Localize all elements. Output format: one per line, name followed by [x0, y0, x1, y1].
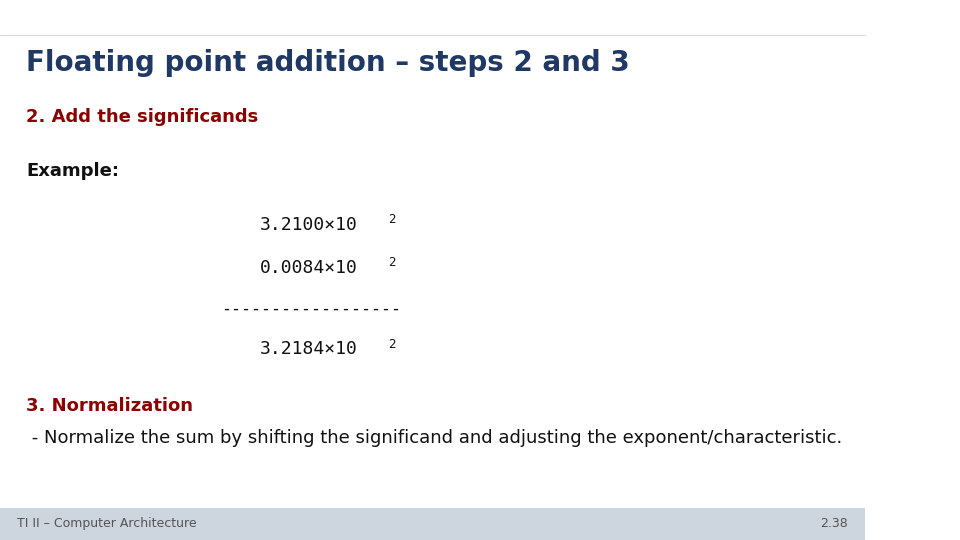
Text: 2: 2 — [388, 338, 396, 350]
Text: 0.0084×10: 0.0084×10 — [259, 259, 357, 277]
Text: TI II – Computer Architecture: TI II – Computer Architecture — [17, 517, 197, 530]
Text: 2: 2 — [388, 213, 396, 226]
Text: 3.2184×10: 3.2184×10 — [259, 340, 357, 358]
Text: 3.2100×10: 3.2100×10 — [259, 216, 357, 234]
Text: Floating point addition – steps 2 and 3: Floating point addition – steps 2 and 3 — [26, 49, 630, 77]
Text: ------------------: ------------------ — [221, 300, 400, 318]
Text: 3. Normalization: 3. Normalization — [26, 397, 193, 415]
Text: - Normalize the sum by shifting the significand and adjusting the exponent/chara: - Normalize the sum by shifting the sign… — [26, 429, 842, 447]
FancyBboxPatch shape — [0, 508, 865, 540]
Text: 2.38: 2.38 — [821, 517, 848, 530]
Text: 2: 2 — [388, 256, 396, 269]
Text: Example:: Example: — [26, 162, 119, 180]
Text: 2. Add the significands: 2. Add the significands — [26, 108, 258, 126]
